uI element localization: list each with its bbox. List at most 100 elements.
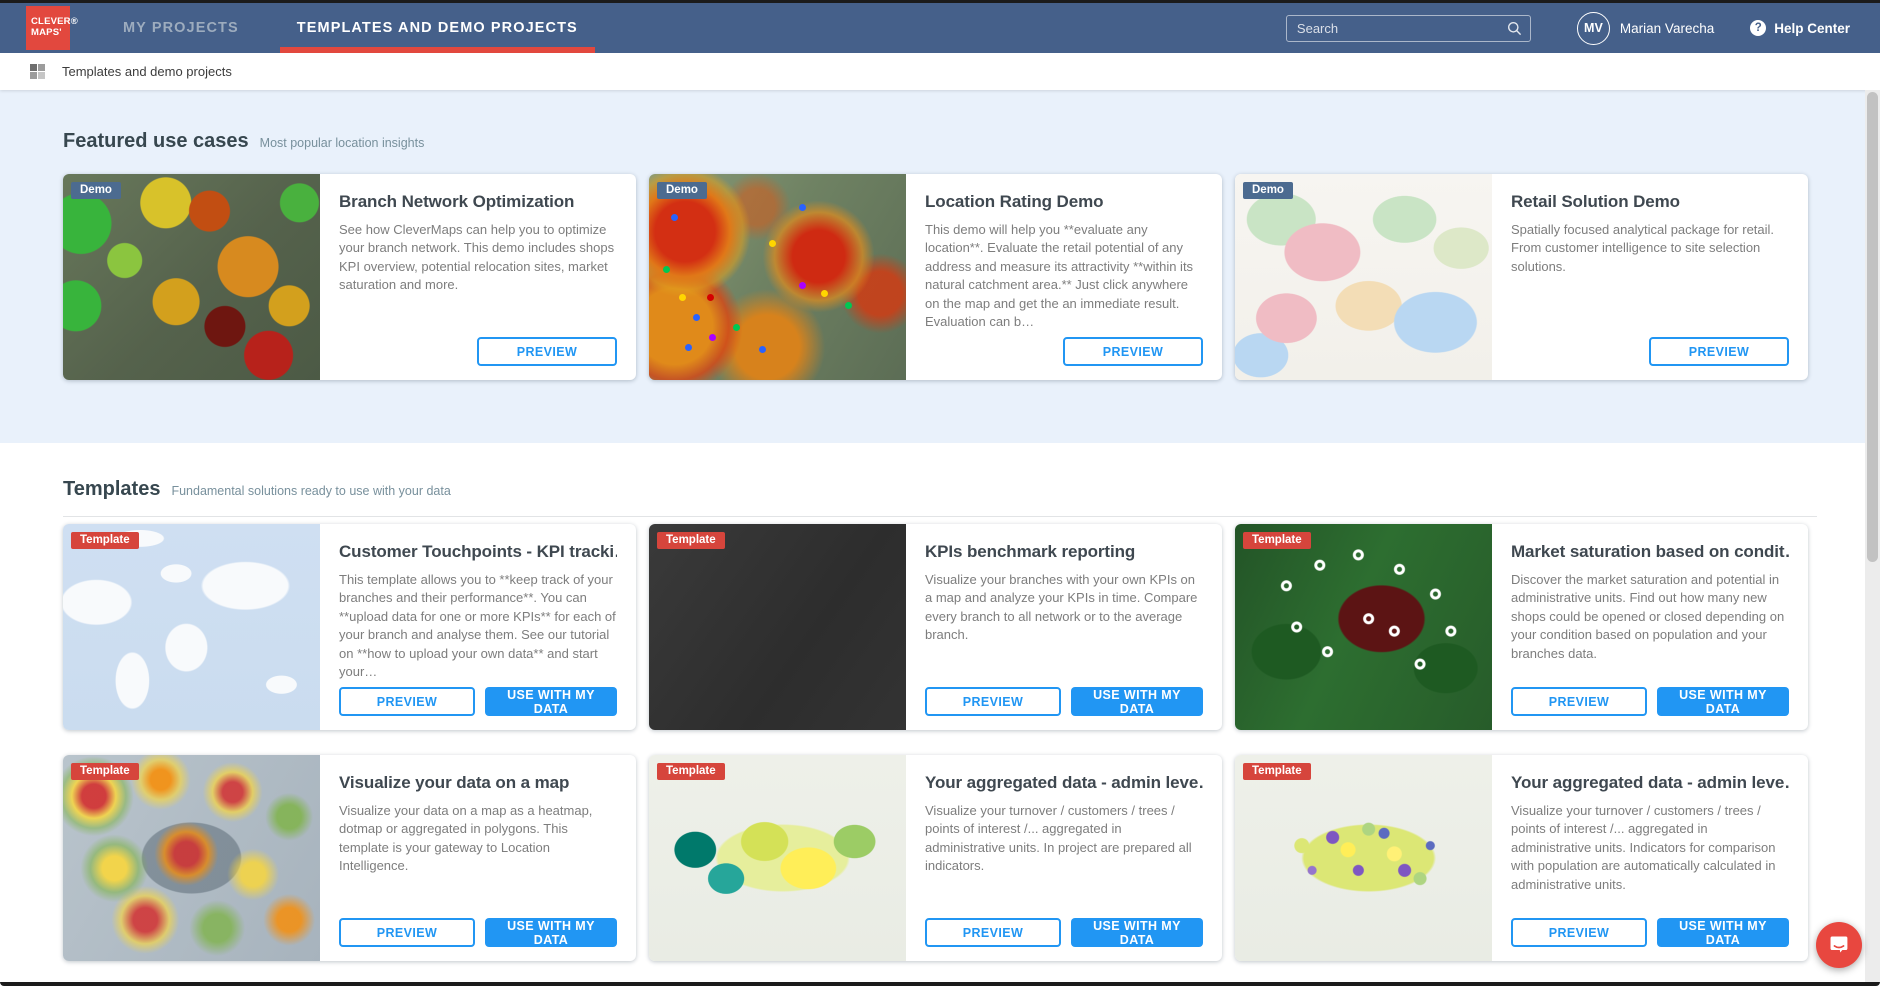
help-center-link[interactable]: ? Help Center	[1750, 20, 1850, 36]
breadcrumb-bar: Templates and demo projects	[0, 53, 1880, 90]
templates-section-title: Templates	[63, 478, 161, 500]
use-with-my-data-button[interactable]: USE WITH MY DATA	[485, 687, 617, 716]
card-description: See how CleverMaps can help you to optim…	[339, 222, 615, 293]
logo-line2: MAPS'	[31, 27, 62, 38]
template-badge: Template	[1243, 763, 1311, 780]
page-title: Templates and demo projects	[62, 64, 232, 79]
card-title: KPIs benchmark reporting	[925, 542, 1136, 561]
help-question-icon: ?	[1750, 20, 1767, 36]
demo-badge: Demo	[71, 182, 121, 199]
card-title: Location Rating Demo	[925, 192, 1104, 211]
mosaic-choropleth-map-image: Template	[1235, 755, 1492, 961]
featured-section-subtitle: Most popular location insights	[259, 136, 425, 150]
heatmap-image: Template	[63, 755, 320, 961]
card-description: This template allows you to **keep track…	[339, 572, 616, 680]
card-description: Visualize your turnover / customers / tr…	[925, 803, 1192, 874]
map-dot-markers	[649, 524, 657, 532]
preview-button[interactable]: PREVIEW	[1063, 337, 1203, 366]
demo-badge: Demo	[1243, 182, 1293, 199]
dark-dotmap-image: Template	[649, 524, 906, 730]
user-avatar[interactable]: MV	[1576, 11, 1610, 45]
card-title: Customer Touchpoints - KPI tracki…	[339, 542, 617, 561]
use-with-my-data-button[interactable]: USE WITH MY DATA	[1657, 918, 1789, 947]
window-bottom-edge	[0, 982, 1880, 986]
demo-badge: Demo	[657, 182, 707, 199]
card-description: Discover the market saturation and poten…	[1511, 572, 1785, 661]
featured-cards-row: Demo Branch Network Optimization See how…	[63, 174, 1817, 380]
logo-line1: CLEVER®	[31, 16, 78, 28]
card-visualize-your-data: Template Visualize your data on a map Vi…	[63, 755, 636, 961]
chat-bubble-icon	[1830, 936, 1848, 953]
tab-templates-label: TEMPLATES AND DEMO PROJECTS	[296, 20, 578, 36]
use-with-my-data-button[interactable]: USE WITH MY DATA	[1071, 687, 1203, 716]
clevermaps-logo[interactable]: CLEVER® MAPS'	[26, 6, 78, 50]
preview-button[interactable]: PREVIEW	[1649, 337, 1789, 366]
location-rating-map-image: Demo	[649, 174, 906, 380]
search-box[interactable]	[1285, 14, 1531, 42]
templates-section: Templates Fundamental solutions ready to…	[0, 443, 1880, 961]
templates-cards-row-1: Template Customer Touchpoints - KPI trac…	[63, 524, 1817, 730]
card-title: Retail Solution Demo	[1511, 192, 1680, 211]
preview-button[interactable]: PREVIEW	[925, 918, 1061, 947]
section-divider	[63, 516, 1817, 517]
search-icon[interactable]	[1507, 21, 1522, 36]
templates-section-subtitle: Fundamental solutions ready to use with …	[171, 484, 451, 498]
preview-button[interactable]: PREVIEW	[1511, 687, 1647, 716]
grid-icon	[30, 64, 45, 79]
card-title: Branch Network Optimization	[339, 192, 575, 211]
branch-network-map-image: Demo	[63, 174, 320, 380]
navbar-right: MV Marian Varecha ? Help Center	[1285, 11, 1850, 45]
card-aggregated-data-admin-level-1: Template Your aggregated data - admin le…	[649, 755, 1222, 961]
preview-button[interactable]: PREVIEW	[1511, 918, 1647, 947]
market-saturation-map-image: Template	[1235, 524, 1492, 730]
tab-templates-and-demo-projects[interactable]: TEMPLATES AND DEMO PROJECTS	[279, 3, 595, 53]
tab-my-projects[interactable]: MY PROJECTS	[123, 3, 239, 53]
avatar-initials: MV	[1584, 21, 1603, 35]
card-retail-solution-demo: Demo Retail Solution Demo Spatially focu…	[1235, 174, 1808, 380]
template-badge: Template	[657, 763, 725, 780]
preview-button[interactable]: PREVIEW	[477, 337, 617, 366]
card-title: Visualize your data on a map	[339, 773, 570, 792]
card-description: Visualize your branches with your own KP…	[925, 572, 1198, 643]
map-pin-markers	[649, 174, 656, 181]
card-description: Spatially focused analytical package for…	[1511, 222, 1775, 274]
card-description: Visualize your turnover / customers / tr…	[1511, 803, 1776, 892]
preview-button[interactable]: PREVIEW	[339, 918, 475, 947]
card-title: Your aggregated data - admin leve…	[1511, 773, 1789, 792]
card-market-saturation: Template Market saturation based on cond…	[1235, 524, 1808, 730]
retail-solution-map-image: Demo	[1235, 174, 1492, 380]
template-badge: Template	[1243, 532, 1311, 549]
active-tab-underline	[279, 47, 595, 53]
card-title: Your aggregated data - admin leve…	[925, 773, 1203, 792]
scrollbar-thumb[interactable]	[1867, 92, 1878, 562]
vertical-scrollbar[interactable]	[1865, 90, 1880, 982]
window-top-edge	[0, 0, 1880, 3]
use-with-my-data-button[interactable]: USE WITH MY DATA	[1657, 687, 1789, 716]
top-navbar: CLEVER® MAPS' MY PROJECTS TEMPLATES AND …	[0, 3, 1880, 53]
card-description: Visualize your data on a map as a heatma…	[339, 803, 593, 874]
help-center-label: Help Center	[1774, 20, 1850, 36]
card-location-rating-demo: Demo Location Rating Demo This demo will…	[649, 174, 1222, 380]
card-title: Market saturation based on condit…	[1511, 542, 1789, 561]
templates-cards-row-2: Template Visualize your data on a map Vi…	[63, 755, 1817, 961]
card-branch-network-optimization: Demo Branch Network Optimization See how…	[63, 174, 636, 380]
world-map-image: Template	[63, 524, 320, 730]
template-badge: Template	[71, 532, 139, 549]
preview-button[interactable]: PREVIEW	[339, 687, 475, 716]
chat-launcher-button[interactable]	[1816, 922, 1862, 968]
template-badge: Template	[71, 763, 139, 780]
featured-use-cases-section: Featured use cases Most popular location…	[0, 90, 1880, 443]
choropleth-map-image: Template	[649, 755, 906, 961]
card-description: This demo will help you **evaluate any l…	[925, 222, 1194, 330]
featured-section-title: Featured use cases	[63, 130, 249, 152]
card-aggregated-data-admin-level-2: Template Your aggregated data - admin le…	[1235, 755, 1808, 961]
templates-section-header: Templates Fundamental solutions ready to…	[63, 478, 1817, 501]
card-kpis-benchmark-reporting: Template KPIs benchmark reporting Visual…	[649, 524, 1222, 730]
user-name[interactable]: Marian Varecha	[1619, 20, 1715, 36]
featured-section-header: Featured use cases Most popular location…	[63, 130, 1817, 153]
search-input[interactable]	[1294, 19, 1507, 37]
preview-button[interactable]: PREVIEW	[925, 687, 1061, 716]
use-with-my-data-button[interactable]: USE WITH MY DATA	[485, 918, 617, 947]
tab-my-projects-label: MY PROJECTS	[123, 20, 239, 36]
use-with-my-data-button[interactable]: USE WITH MY DATA	[1071, 918, 1203, 947]
